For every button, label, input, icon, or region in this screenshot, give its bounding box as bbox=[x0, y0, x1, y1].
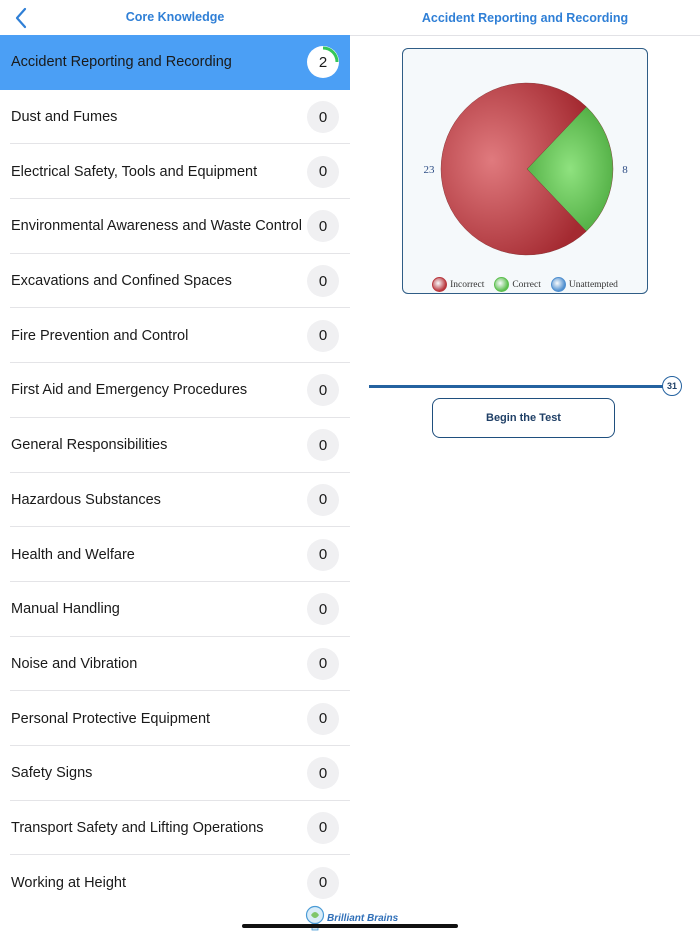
topic-label: Transport Safety and Lifting Operations bbox=[11, 819, 264, 836]
score-progress-ring bbox=[307, 46, 339, 78]
score-value: 0 bbox=[318, 546, 328, 564]
pie-slice-correct bbox=[526, 106, 614, 232]
topic-row[interactable]: Excavations and Confined Spaces 0 bbox=[0, 254, 350, 309]
right-nav-title: Accident Reporting and Recording bbox=[421, 10, 629, 25]
progress-arc bbox=[307, 46, 339, 78]
topic-row[interactable]: First Aid and Emergency Procedures 0 bbox=[0, 363, 350, 418]
topic-label: Environmental Awareness and Waste Contro… bbox=[11, 218, 302, 235]
pie-value-label-incorrect: 23 bbox=[424, 164, 436, 176]
topic-row[interactable]: Personal Protective Equipment 0 bbox=[0, 691, 350, 746]
slider-thumb[interactable]: 31 bbox=[662, 376, 682, 396]
topic-row[interactable]: Accident Reporting and Recording 2 bbox=[0, 35, 350, 90]
brand-name: Brilliant Brains bbox=[327, 912, 399, 924]
home-indicator[interactable] bbox=[242, 924, 458, 928]
topic-row[interactable]: Hazardous Substances 0 bbox=[0, 473, 350, 528]
score-value: 0 bbox=[318, 436, 328, 454]
topic-row[interactable]: General Responsibilities 0 bbox=[0, 418, 350, 473]
score-badge: 0 bbox=[307, 811, 339, 844]
topic-row[interactable]: Fire Prevention and Control 0 bbox=[0, 308, 350, 363]
score-badge: 0 bbox=[307, 429, 339, 462]
topic-label: Hazardous Substances bbox=[11, 491, 161, 508]
score-badge: 0 bbox=[307, 647, 339, 680]
begin-test-button[interactable]: Begin the Test bbox=[432, 398, 615, 438]
legend-item-incorrect: Incorrect bbox=[432, 277, 484, 292]
score-value: 0 bbox=[318, 381, 328, 399]
topic-label: Working at Height bbox=[11, 874, 126, 891]
chart-legend: Incorrect Correct Unattempted bbox=[403, 277, 647, 292]
topic-list-pane: Core Knowledge Accident Reporting and Re… bbox=[0, 0, 350, 910]
pie-slice-incorrect bbox=[440, 82, 587, 256]
score-badge: 0 bbox=[307, 757, 339, 790]
score-value: 2 bbox=[318, 53, 328, 71]
topic-row[interactable]: Manual Handling 0 bbox=[0, 582, 350, 637]
topic-row[interactable]: Health and Welfare 0 bbox=[0, 527, 350, 582]
score-value: 0 bbox=[318, 600, 328, 618]
topic-row[interactable]: Environmental Awareness and Waste Contro… bbox=[0, 199, 350, 254]
legend-label: Correct bbox=[512, 279, 541, 290]
legend-label: Unattempted bbox=[568, 279, 618, 290]
topic-list: Accident Reporting and Recording 2 Dust an… bbox=[0, 35, 350, 910]
topic-label: Safety Signs bbox=[11, 765, 93, 782]
score-value: 0 bbox=[318, 655, 328, 673]
score-value: 0 bbox=[318, 874, 328, 892]
score-value: 0 bbox=[318, 819, 328, 837]
topic-row[interactable]: Safety Signs 0 bbox=[0, 746, 350, 801]
score-value: 0 bbox=[318, 710, 328, 728]
score-badge: 0 bbox=[307, 265, 339, 298]
slider-track[interactable] bbox=[369, 385, 669, 388]
legend-label: Incorrect bbox=[450, 279, 485, 290]
score-value: 0 bbox=[318, 327, 328, 345]
topic-label: Personal Protective Equipment bbox=[11, 710, 211, 727]
legend-item-unattempted: Unattempted bbox=[550, 277, 618, 292]
score-badge: 0 bbox=[307, 155, 339, 188]
pie-value-label-correct: 8 bbox=[622, 164, 628, 176]
topic-row[interactable]: Dust and Fumes 0 bbox=[0, 90, 350, 145]
topic-label: Manual Handling bbox=[11, 601, 120, 618]
topic-label: Fire Prevention and Control bbox=[11, 327, 189, 344]
score-badge: 0 bbox=[307, 483, 339, 516]
topic-row[interactable]: Transport Safety and Lifting Operations 0 bbox=[0, 801, 350, 856]
topic-label: First Aid and Emergency Procedures bbox=[11, 382, 248, 399]
score-value: 0 bbox=[318, 764, 328, 782]
legend-swatch bbox=[550, 277, 566, 292]
topic-label: Health and Welfare bbox=[11, 546, 135, 563]
topic-row[interactable]: Noise and Vibration 0 bbox=[0, 637, 350, 692]
topic-label: Accident Reporting and Recording bbox=[11, 54, 232, 71]
left-nav-title: Core Knowledge bbox=[125, 10, 225, 24]
back-chevron-icon[interactable] bbox=[10, 6, 34, 30]
score-badge: 0 bbox=[307, 866, 339, 899]
results-pie-chart-card: 8 23 Incorrect Correct Unattempted bbox=[402, 48, 648, 294]
score-badge: 2 bbox=[307, 46, 339, 79]
score-badge: 0 bbox=[307, 101, 339, 134]
score-badge: 0 bbox=[307, 319, 339, 352]
score-badge: 0 bbox=[307, 538, 339, 571]
pie-chart: 8 23 bbox=[424, 82, 628, 256]
score-value: 0 bbox=[318, 491, 328, 509]
left-navigation-bar: Core Knowledge bbox=[0, 0, 350, 34]
topic-label: General Responsibilities bbox=[11, 437, 168, 454]
score-value: 0 bbox=[318, 272, 328, 290]
right-navigation-bar: Accident Reporting and Recording bbox=[350, 0, 700, 36]
score-value: 0 bbox=[318, 108, 328, 126]
topic-row[interactable]: Working at Height 0 bbox=[0, 855, 350, 910]
score-value: 0 bbox=[318, 163, 328, 181]
score-badge: 0 bbox=[307, 374, 339, 407]
topic-row[interactable]: Electrical Safety, Tools and Equipment 0 bbox=[0, 144, 350, 199]
score-value: 0 bbox=[318, 217, 328, 235]
legend-item-correct: Correct bbox=[494, 277, 541, 292]
score-badge: 0 bbox=[307, 702, 339, 735]
topic-label: Noise and Vibration bbox=[11, 655, 138, 672]
topic-label: Dust and Fumes bbox=[11, 109, 118, 126]
legend-swatch bbox=[432, 277, 448, 292]
legend-swatch bbox=[494, 277, 510, 292]
topic-label: Excavations and Confined Spaces bbox=[11, 273, 232, 290]
detail-pane: Accident Reporting and Recording bbox=[350, 0, 700, 934]
topic-label: Electrical Safety, Tools and Equipment bbox=[11, 163, 258, 180]
score-badge: 0 bbox=[307, 593, 339, 626]
question-count-slider[interactable]: 31 bbox=[369, 376, 683, 398]
score-badge: 0 bbox=[307, 210, 339, 243]
